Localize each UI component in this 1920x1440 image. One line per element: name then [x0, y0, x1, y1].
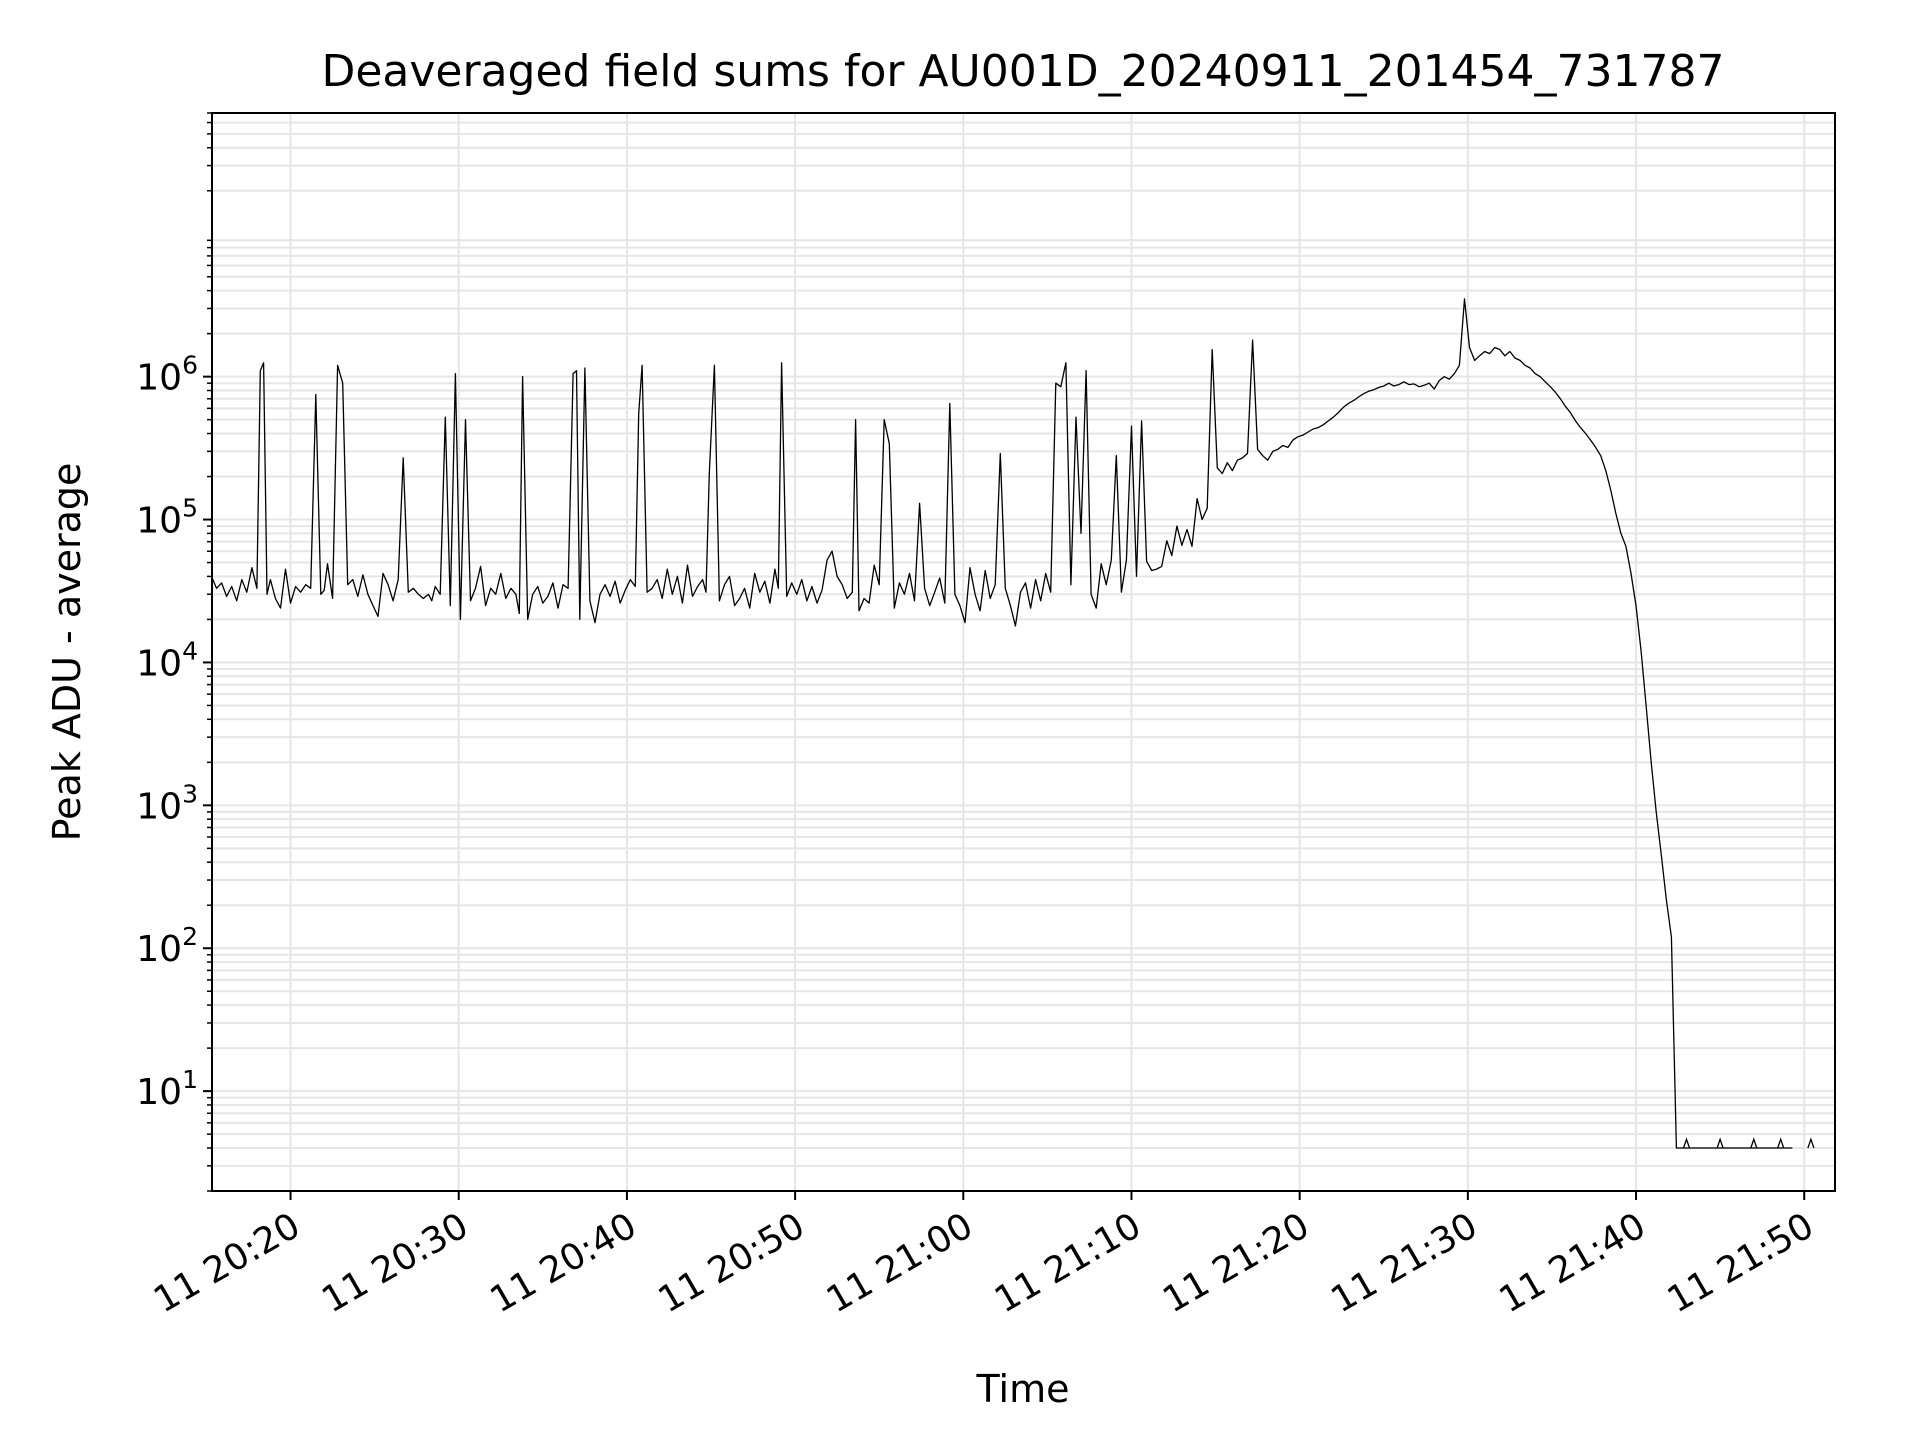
chart-title: Deaveraged field sums for AU001D_2024091… — [321, 46, 1724, 97]
y-tick-label: 105 — [136, 494, 198, 542]
series-tail-blip — [1807, 1137, 1815, 1149]
y-tick-label: 101 — [136, 1065, 198, 1113]
y-tick-label: 104 — [136, 636, 198, 684]
y-tick-label: 103 — [136, 779, 198, 827]
series-line — [210, 298, 1793, 1149]
y-axis-label: Peak ADU - average — [45, 463, 89, 842]
series-tail-blip — [1682, 1137, 1691, 1149]
plot-frame — [211, 112, 1836, 1192]
series-layer — [210, 298, 1815, 1149]
y-axis-ticks: 101 102 103 104 105 106 — [136, 112, 212, 1192]
y-tick-label: 102 — [136, 922, 198, 970]
minor-gridlines — [212, 112, 1835, 1192]
series-tail-blip — [1750, 1137, 1758, 1149]
x-axis-label: Time — [976, 1367, 1070, 1411]
series-tail-blip — [1716, 1137, 1724, 1149]
y-tick-label: 106 — [136, 351, 198, 399]
series-tail-blip — [1777, 1137, 1785, 1149]
major-gridlines — [212, 113, 1835, 1191]
